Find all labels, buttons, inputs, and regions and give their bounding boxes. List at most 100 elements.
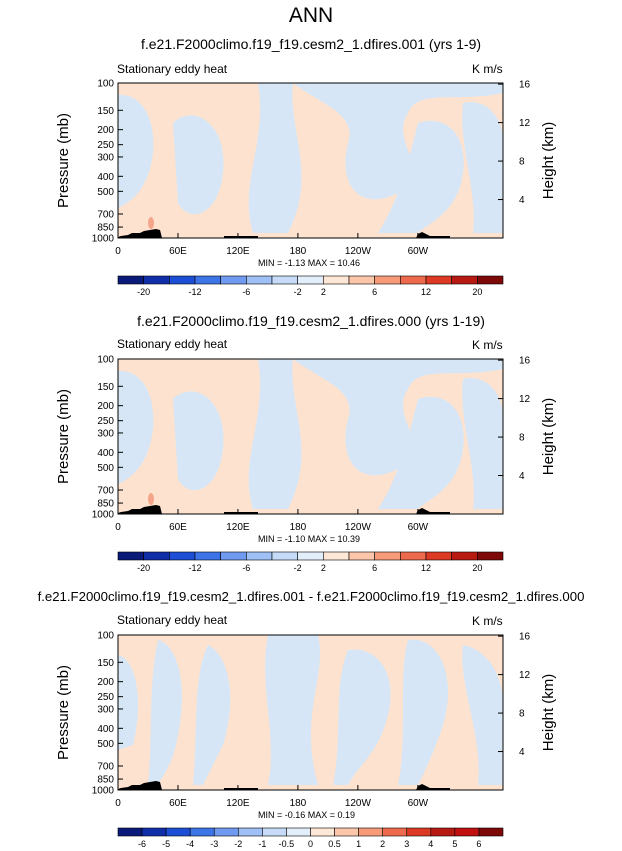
heatmap-negative-region <box>462 102 503 234</box>
y-right-axis-label: Height (km) <box>540 398 557 476</box>
colorbar-label: -2 <box>294 287 302 297</box>
x-tick-label: 180 <box>290 246 307 257</box>
heatmap-negative-region <box>378 396 464 509</box>
y-tick-label: 300 <box>97 428 114 439</box>
chart-panel-1 <box>117 82 504 239</box>
y-right-tick-label: 8 <box>519 433 525 444</box>
colorbar-box <box>194 551 221 561</box>
y-right-axis-label: Height (km) <box>540 674 557 752</box>
y-axis-label: Pressure (mb) <box>55 113 72 208</box>
colorbar-box <box>246 551 273 561</box>
y-tick-label: 250 <box>97 416 114 427</box>
heatmap-negative-region <box>118 94 154 208</box>
y-tick-label: 100 <box>97 631 114 642</box>
colorbar-label: 4 <box>428 839 433 849</box>
y-tick-label: 150 <box>97 658 114 669</box>
y-tick-label: 250 <box>97 140 114 151</box>
y-tick-label: 850 <box>97 499 114 510</box>
colorbar-label: 6 <box>372 563 377 573</box>
main-title: ANN <box>288 4 334 27</box>
heatmap-negative-region <box>118 655 138 750</box>
colorbar-box <box>271 275 298 285</box>
y-tick-label: 700 <box>97 485 114 496</box>
topography-mask <box>118 781 162 790</box>
colorbar-label: 5 <box>452 839 457 849</box>
x-tick-label: 120E <box>226 798 250 809</box>
x-tick-label: 60E <box>169 522 187 533</box>
x-tick-label: 180 <box>290 522 307 533</box>
y-tick-label: 150 <box>97 382 114 393</box>
colorbar-label: -5 <box>162 839 170 849</box>
x-tick-label: 60W <box>408 246 429 257</box>
colorbar-box <box>297 551 324 561</box>
colorbar-box <box>425 551 452 561</box>
colorbar-label: 6 <box>372 287 377 297</box>
colorbar-label: 2 <box>321 563 326 573</box>
colorbar-box <box>358 827 383 837</box>
colorbar-box <box>213 827 239 837</box>
heatmap-negative-region <box>193 645 231 785</box>
colorbar-box <box>194 275 221 285</box>
colorbar-box <box>323 551 350 561</box>
plot-frame <box>117 634 504 791</box>
colorbar-label: 20 <box>472 287 482 297</box>
colorbar-label: 6 <box>476 839 481 849</box>
y-right-tick-label: 8 <box>519 157 525 168</box>
y-tick-label: 700 <box>97 209 114 220</box>
colorbar-label: 1 <box>356 839 361 849</box>
x-tick-label: 180 <box>290 798 307 809</box>
heatmap-negative-region <box>462 378 503 509</box>
y-axis-label: Pressure (mb) <box>55 389 72 484</box>
colorbar-box <box>382 827 408 837</box>
colorbar-box <box>348 275 375 285</box>
chart-panel-2 <box>117 358 504 515</box>
y-right-tick-label: 12 <box>519 118 531 129</box>
y-right-tick-label: 4 <box>519 747 525 758</box>
colorbar-label: -12 <box>188 287 201 297</box>
colorbar-label: -1 <box>258 839 266 849</box>
heatmap-negative-region <box>173 391 224 491</box>
heatmap-positive-peak <box>148 217 154 229</box>
colorbar-box <box>406 827 432 837</box>
y-tick-label: 200 <box>97 401 114 412</box>
panel-2-minmax: MIN = -1.10 MAX = 10.39 <box>258 534 361 544</box>
y-tick-label: 1000 <box>92 234 115 245</box>
colorbar-box <box>348 551 375 561</box>
heatmap-negative-region <box>118 370 154 484</box>
colorbar-box <box>189 827 215 837</box>
heatmap-negative-region <box>248 359 302 509</box>
y-tick-label: 500 <box>97 463 114 474</box>
y-axis-label: Pressure (mb) <box>55 665 72 760</box>
heatmap-negative-region <box>333 649 391 785</box>
x-tick-label: 120W <box>345 246 372 257</box>
y-tick-label: 100 <box>97 79 114 90</box>
topography-mask <box>416 784 450 790</box>
colorbar-label: 0.5 <box>328 839 341 849</box>
y-tick-label: 1000 <box>92 786 115 797</box>
y-tick-label: 400 <box>97 724 114 735</box>
heatmap-negative-region <box>265 635 321 785</box>
y-tick-label: 100 <box>97 355 114 366</box>
colorbar-box <box>454 827 480 837</box>
colorbar-label: -4 <box>186 839 194 849</box>
topography-mask <box>118 505 162 514</box>
panel-3-variable-label: Stationary eddy heat <box>117 613 228 627</box>
y-tick-label: 300 <box>97 152 114 163</box>
colorbar-box <box>323 275 350 285</box>
heatmap-negative-region <box>148 640 182 785</box>
colorbar-box <box>310 827 335 837</box>
colorbar-box <box>143 551 170 561</box>
panel-1-title: f.e21.F2000climo.f19_f19.cesm2_1.dfires.… <box>140 36 482 52</box>
colorbar-box <box>165 827 191 837</box>
colorbar-label: 2 <box>321 287 326 297</box>
colorbar-box <box>425 275 452 285</box>
colorbar-box <box>169 551 196 561</box>
topography-mask <box>416 232 450 238</box>
y-right-tick-label: 4 <box>519 195 525 206</box>
colorbar-box <box>430 827 456 837</box>
colorbar-label: -3 <box>210 839 218 849</box>
panel-3-minmax: MIN = -0.16 MAX = 0.19 <box>258 810 356 820</box>
colorbar-label: 12 <box>421 287 431 297</box>
colorbar-box <box>451 551 478 561</box>
